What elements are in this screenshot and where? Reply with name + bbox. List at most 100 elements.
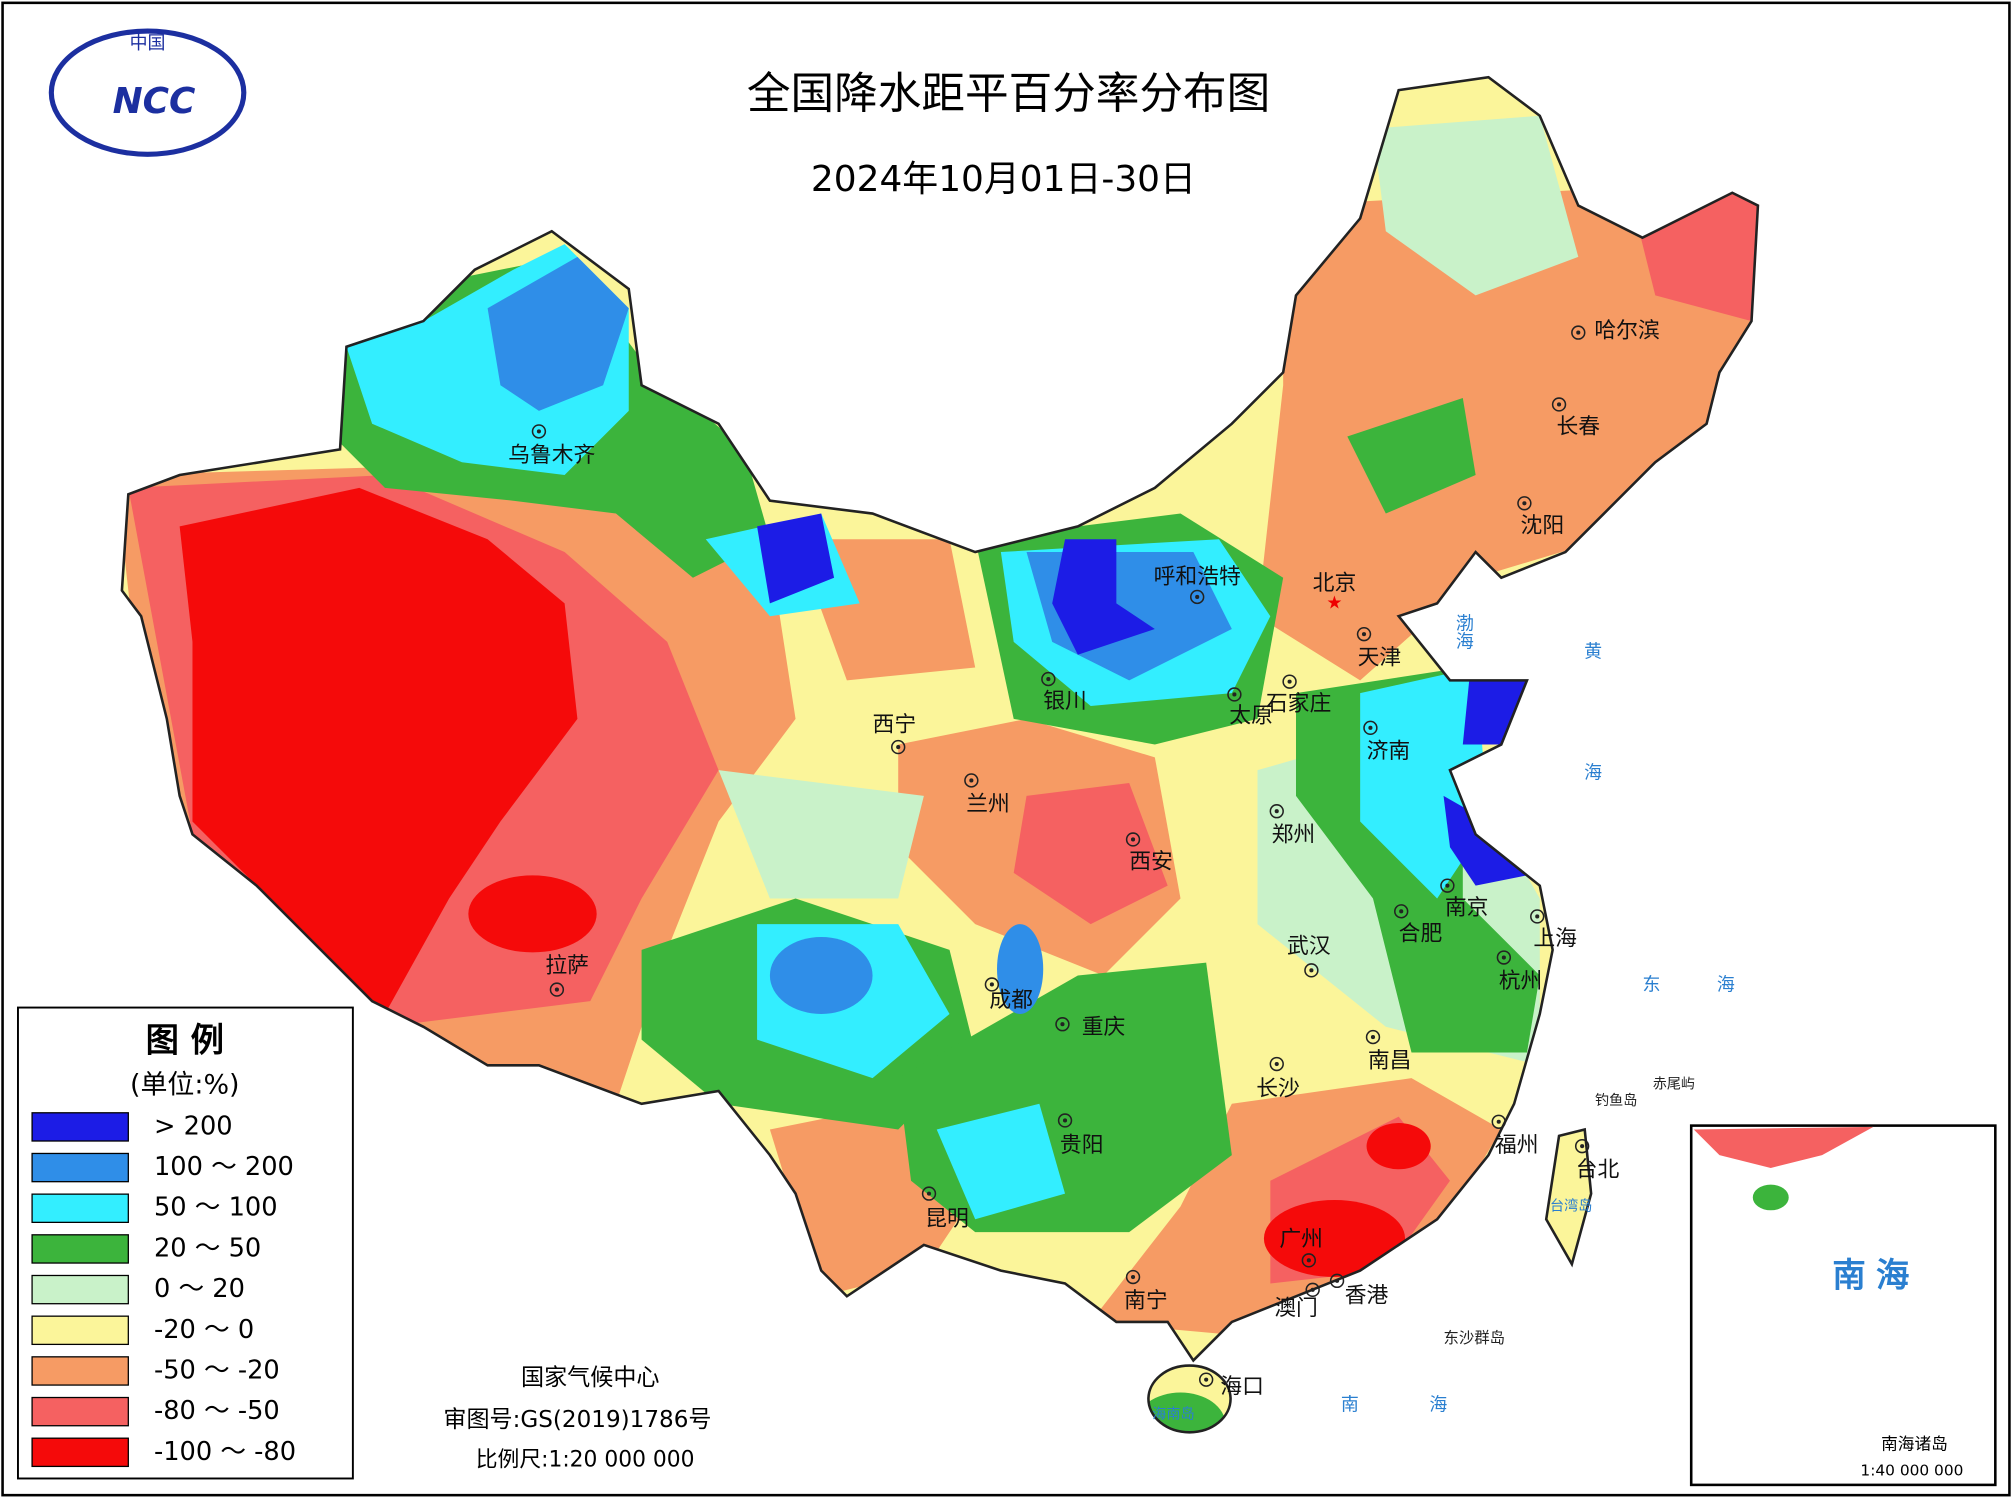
city-marker [921,1186,937,1201]
city-marker-dot [1060,1022,1065,1027]
legend-swatch [31,1193,129,1224]
city-label: 广州 [1279,1227,1323,1252]
legend-swatch [31,1396,129,1427]
city-marker [1363,720,1378,736]
zone [1052,539,1155,655]
city-marker [891,739,906,755]
sea-label: 南海 [1341,1394,1518,1415]
city-marker-dot [1310,1287,1315,1292]
city-label: 兰州 [966,792,1010,817]
footer-agency: 国家气候中心 [521,1365,659,1391]
city-label: 昆明 [925,1206,969,1231]
city-marker [1491,1114,1506,1129]
city-marker-dot [1576,330,1581,335]
city-marker-dot [1556,402,1562,407]
city-marker-dot [1496,1119,1501,1124]
city-label: 合肥 [1399,921,1443,946]
city-marker [549,982,565,997]
city-label: 天津 [1358,646,1402,671]
legend-items: > 200 100 ～ 200 50 ～ 100 20 ～ 50 0 ～ 20 -20 ～… [31,1111,296,1468]
city-label: 郑州 [1272,823,1316,848]
city-marker-dot [969,778,974,783]
city-label: 北京 [1313,571,1357,596]
city-marker [1198,1372,1214,1387]
city-label: 拉萨 [545,953,589,978]
sea-label: 渤海 [1453,613,1474,649]
legend-label: -50 ～ -20 [154,1355,280,1385]
zone [769,936,873,1014]
city-marker [1227,687,1242,702]
city-label: 济南 [1367,739,1411,764]
logo-ring [48,28,247,157]
city-marker-dot [1232,692,1237,697]
legend-unit: (单位:%) [130,1069,240,1100]
city-label: 贵阳 [1060,1133,1104,1158]
city-marker [1304,963,1319,978]
legend-label: 20 ～ 50 [154,1233,261,1263]
city-label: 南宁 [1124,1288,1168,1313]
city-marker-dot [1204,1377,1209,1382]
zone [1347,398,1476,514]
legend-label: -100 ～ -80 [154,1437,296,1467]
city-marker [984,977,1000,992]
city-marker [1125,832,1141,847]
city-marker [1125,1269,1141,1285]
city-marker-dot [1522,501,1527,506]
logo-top: 中国 [130,33,166,54]
city-label: 长沙 [1256,1077,1300,1102]
city-marker [1440,878,1455,893]
city-label: 呼和浩特 [1154,565,1241,590]
city-marker-dot [989,982,994,987]
city-marker-dot [554,987,559,992]
city-marker-dot [1046,677,1051,682]
city-marker-dot [1580,1144,1585,1149]
zone [1135,1392,1226,1433]
city-marker [1574,1138,1590,1154]
city-label: 银川 [1043,689,1087,714]
city-marker-dot [1535,914,1540,919]
city-marker [1269,1056,1284,1072]
city-marker-dot [896,745,901,750]
city-label: 澳门 [1274,1296,1318,1321]
logo: 中国 NCC [48,28,247,157]
city-marker [531,424,547,439]
zone [1366,1123,1431,1170]
city-label: 台北 [1576,1158,1620,1183]
city-label: 海口 [1220,1374,1264,1399]
city-marker [1530,909,1545,924]
legend-label: 100 ～ 200 [154,1152,294,1182]
inset-coast [1693,1126,1874,1168]
city-marker-dot [1062,1118,1068,1123]
inset-island [1752,1184,1789,1211]
city-label: 南京 [1445,896,1489,921]
legend-swatch [31,1274,129,1305]
legend-swatch [31,1112,129,1142]
capital-star: ★ [1326,592,1342,613]
city-label: 南昌 [1368,1048,1412,1073]
zone [179,487,578,1014]
city-label: 武汉 [1287,934,1331,959]
city-marker [1055,1017,1070,1032]
footer-scale: 比例尺:1:20 000 000 [476,1448,695,1473]
inset-box [1689,1124,1997,1487]
city-label: 长春 [1556,415,1600,440]
city-marker-dot [1368,725,1373,730]
city-label: 成都 [989,988,1033,1013]
subtitle: 2024年10月01日-30日 [811,159,1196,200]
city-marker [1190,589,1205,605]
legend-swatch [31,1234,129,1264]
island-label: 台湾岛 [1550,1197,1592,1214]
zone [1257,179,1758,681]
city-marker [964,773,979,788]
city-marker-dot [1445,883,1450,888]
legend-label: 50 ～ 100 [154,1193,278,1223]
title: 全国降水距平百分率分布图 [747,70,1270,120]
legend-swatch [31,1356,129,1386]
city-marker-dot [1335,1278,1340,1283]
city-marker [1301,1253,1317,1268]
inset: 南海 南海诸岛 1:40 000 000 [1689,1124,1997,1487]
legend-label: 0 ～ 20 [154,1274,245,1304]
zone [1013,783,1168,925]
